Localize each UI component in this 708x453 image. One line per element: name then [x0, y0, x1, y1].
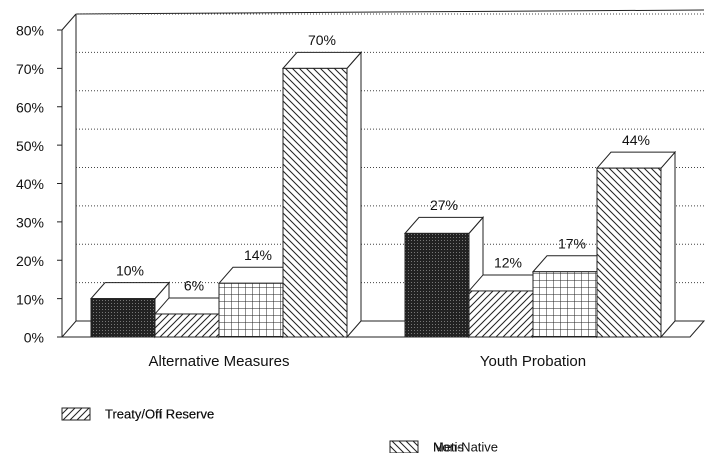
bar-top: [595, 151, 677, 169]
x-tick-label: Alternative Measures: [149, 353, 290, 370]
bars: 10% 6% 14% 70% 27% 12% 17% 44%: [89, 32, 677, 339]
legend-label: Non-Native: [433, 439, 498, 453]
value-label: 44%: [622, 132, 650, 148]
bar-top: [89, 282, 171, 300]
value-label: 10%: [116, 262, 144, 278]
bar-top: [281, 51, 363, 69]
y-tick-label: 80%: [16, 23, 44, 39]
bar-top: [403, 216, 485, 234]
y-tick-label: 0%: [24, 330, 44, 346]
bar: [90, 298, 156, 338]
value-label: 17%: [558, 235, 586, 251]
y-tick-label: 30%: [16, 215, 44, 231]
y-tick-label: 10%: [16, 291, 44, 307]
legend-label: Metis: [433, 439, 465, 453]
y-tick-label: 60%: [16, 99, 44, 115]
bar-side: [346, 51, 362, 339]
value-label: 70%: [308, 32, 336, 48]
value-label: 6%: [184, 278, 204, 294]
x-tick-label: Youth Probation: [480, 353, 586, 370]
y-tick-label: 50%: [16, 138, 44, 154]
bar: [282, 67, 348, 338]
legend-swatch: [389, 440, 419, 453]
bar: [532, 271, 598, 338]
y-tick-label: 20%: [16, 253, 44, 269]
legend-swatch: [61, 407, 91, 421]
value-label: 14%: [244, 247, 272, 263]
legend-label: Treaty/On Reserve: [105, 406, 214, 421]
bar-side: [660, 150, 676, 339]
y-tick-label: 40%: [16, 176, 44, 192]
bar: [404, 232, 470, 338]
value-label: 27%: [430, 197, 458, 213]
value-label: 12%: [494, 255, 522, 271]
bar: [218, 282, 284, 338]
legend-label: Treaty/Off Reserve: [105, 406, 214, 421]
bar: [596, 167, 662, 338]
bar: [468, 290, 534, 338]
y-tick-label: 70%: [16, 61, 44, 77]
bar: [154, 313, 220, 338]
